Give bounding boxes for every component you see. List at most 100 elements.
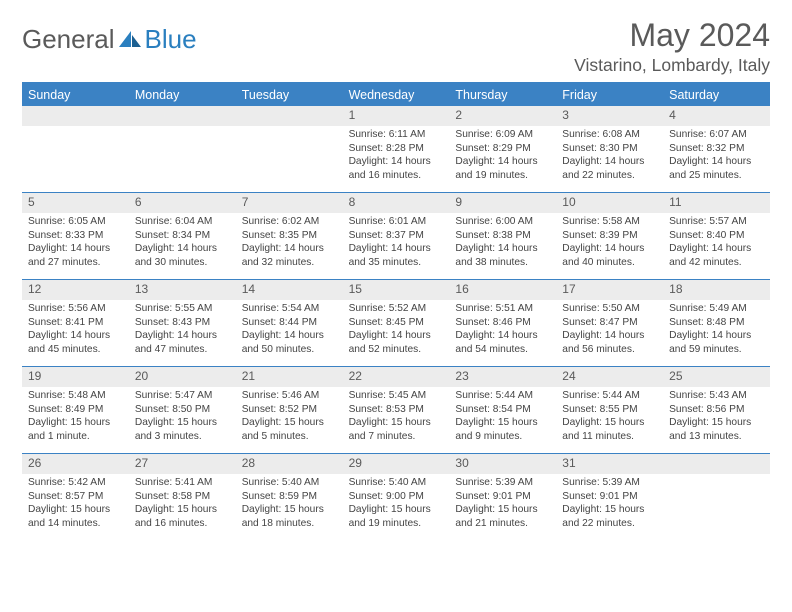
day-info: Sunrise: 5:55 AMSunset: 8:43 PMDaylight:… <box>129 300 236 361</box>
day-number <box>129 106 236 126</box>
day-info: Sunrise: 6:00 AMSunset: 8:38 PMDaylight:… <box>449 213 556 274</box>
sunset-text: Sunset: 8:40 PM <box>669 229 764 243</box>
sunset-text: Sunset: 8:46 PM <box>455 316 550 330</box>
calendar-week: 12Sunrise: 5:56 AMSunset: 8:41 PMDayligh… <box>22 279 770 366</box>
calendar-cell: 3Sunrise: 6:08 AMSunset: 8:30 PMDaylight… <box>556 106 663 192</box>
calendar-grid: 1Sunrise: 6:11 AMSunset: 8:28 PMDaylight… <box>22 106 770 540</box>
daylight-text: Daylight: 15 hours and 14 minutes. <box>28 503 123 531</box>
calendar-cell: 28 Sunrise: 5:40 AMSunset: 8:59 PMDayligh… <box>236 454 343 540</box>
daylight-text: Daylight: 15 hours and 22 minutes. <box>562 503 657 531</box>
sunrise-text: Sunrise: 6:11 AM <box>349 128 444 142</box>
calendar: SundayMondayTuesdayWednesdayThursdayFrid… <box>22 82 770 540</box>
day-info: Sunrise: 5:54 AMSunset: 8:44 PMDaylight:… <box>236 300 343 361</box>
daylight-text: Daylight: 15 hours and 18 minutes. <box>242 503 337 531</box>
day-header-row: SundayMondayTuesdayWednesdayThursdayFrid… <box>22 84 770 106</box>
calendar-cell: 9Sunrise: 6:00 AMSunset: 8:38 PMDaylight… <box>449 193 556 279</box>
sunset-text: Sunset: 8:56 PM <box>669 403 764 417</box>
sunset-text: Sunset: 8:32 PM <box>669 142 764 156</box>
calendar-cell: 30Sunrise: 5:39 AMSunset: 9:01 PMDayligh… <box>449 454 556 540</box>
sunrise-text: Sunrise: 5:50 AM <box>562 302 657 316</box>
calendar-cell <box>236 106 343 192</box>
day-info: Sunrise: 5:47 AMSunset: 8:50 PMDaylight:… <box>129 387 236 448</box>
day-number: 20 <box>129 367 236 387</box>
sunrise-text: Sunrise: 6:07 AM <box>669 128 764 142</box>
title-block: May 2024 Vistarino, Lombardy, Italy <box>574 18 770 76</box>
month-title: May 2024 <box>574 18 770 53</box>
brand-text-2: Blue <box>145 24 197 55</box>
calendar-cell: 25Sunrise: 5:43 AMSunset: 8:56 PMDayligh… <box>663 367 770 453</box>
day-number: 26 <box>22 454 129 474</box>
day-info: Sunrise: 5:49 AMSunset: 8:48 PMDaylight:… <box>663 300 770 361</box>
calendar-week: 26Sunrise: 5:42 AMSunset: 8:57 PMDayligh… <box>22 453 770 540</box>
sunset-text: Sunset: 8:59 PM <box>242 490 337 504</box>
sunset-text: Sunset: 8:45 PM <box>349 316 444 330</box>
calendar-cell: 11Sunrise: 5:57 AMSunset: 8:40 PMDayligh… <box>663 193 770 279</box>
sunset-text: Sunset: 8:33 PM <box>28 229 123 243</box>
sunrise-text: Sunrise: 5:40 AM <box>242 476 337 490</box>
day-info: Sunrise: 5:50 AMSunset: 8:47 PMDaylight:… <box>556 300 663 361</box>
sunrise-text: Sunrise: 5:54 AM <box>242 302 337 316</box>
daylight-text: Daylight: 15 hours and 16 minutes. <box>135 503 230 531</box>
day-number <box>236 106 343 126</box>
day-number: 15 <box>343 280 450 300</box>
sunset-text: Sunset: 9:01 PM <box>562 490 657 504</box>
daylight-text: Daylight: 14 hours and 25 minutes. <box>669 155 764 183</box>
sunrise-text: Sunrise: 5:57 AM <box>669 215 764 229</box>
sunrise-text: Sunrise: 5:58 AM <box>562 215 657 229</box>
sunrise-text: Sunrise: 5:48 AM <box>28 389 123 403</box>
day-info: Sunrise: 5:58 AMSunset: 8:39 PMDaylight:… <box>556 213 663 274</box>
daylight-text: Daylight: 14 hours and 35 minutes. <box>349 242 444 270</box>
day-number: 3 <box>556 106 663 126</box>
daylight-text: Daylight: 14 hours and 38 minutes. <box>455 242 550 270</box>
day-number: 27 <box>129 454 236 474</box>
day-info: Sunrise: 5:40 AMSunset: 9:00 PMDaylight:… <box>343 474 450 535</box>
day-info: Sunrise: 6:01 AMSunset: 8:37 PMDaylight:… <box>343 213 450 274</box>
day-number: 28 <box>236 454 343 474</box>
calendar-cell <box>129 106 236 192</box>
sunrise-text: Sunrise: 6:02 AM <box>242 215 337 229</box>
sunrise-text: Sunrise: 5:47 AM <box>135 389 230 403</box>
day-number: 31 <box>556 454 663 474</box>
sunset-text: Sunset: 8:34 PM <box>135 229 230 243</box>
calendar-cell: 20Sunrise: 5:47 AMSunset: 8:50 PMDayligh… <box>129 367 236 453</box>
calendar-cell: 7Sunrise: 6:02 AMSunset: 8:35 PMDaylight… <box>236 193 343 279</box>
calendar-cell: 24Sunrise: 5:44 AMSunset: 8:55 PMDayligh… <box>556 367 663 453</box>
day-number: 9 <box>449 193 556 213</box>
sunset-text: Sunset: 8:38 PM <box>455 229 550 243</box>
day-number: 29 <box>343 454 450 474</box>
daylight-text: Daylight: 15 hours and 21 minutes. <box>455 503 550 531</box>
day-number: 19 <box>22 367 129 387</box>
daylight-text: Daylight: 15 hours and 11 minutes. <box>562 416 657 444</box>
sunset-text: Sunset: 8:49 PM <box>28 403 123 417</box>
day-info: Sunrise: 6:11 AMSunset: 8:28 PMDaylight:… <box>343 126 450 187</box>
daylight-text: Daylight: 14 hours and 16 minutes. <box>349 155 444 183</box>
daylight-text: Daylight: 15 hours and 9 minutes. <box>455 416 550 444</box>
day-number: 12 <box>22 280 129 300</box>
sunset-text: Sunset: 8:54 PM <box>455 403 550 417</box>
sunset-text: Sunset: 8:43 PM <box>135 316 230 330</box>
day-info: Sunrise: 6:07 AMSunset: 8:32 PMDaylight:… <box>663 126 770 187</box>
calendar-cell: 1Sunrise: 6:11 AMSunset: 8:28 PMDaylight… <box>343 106 450 192</box>
daylight-text: Daylight: 14 hours and 45 minutes. <box>28 329 123 357</box>
calendar-cell: 17Sunrise: 5:50 AMSunset: 8:47 PMDayligh… <box>556 280 663 366</box>
calendar-cell: 5Sunrise: 6:05 AMSunset: 8:33 PMDaylight… <box>22 193 129 279</box>
sunrise-text: Sunrise: 5:43 AM <box>669 389 764 403</box>
calendar-cell: 19Sunrise: 5:48 AMSunset: 8:49 PMDayligh… <box>22 367 129 453</box>
day-info: Sunrise: 6:02 AMSunset: 8:35 PMDaylight:… <box>236 213 343 274</box>
day-header-cell: Sunday <box>22 84 129 106</box>
sunset-text: Sunset: 8:41 PM <box>28 316 123 330</box>
day-header-cell: Friday <box>556 84 663 106</box>
sunrise-text: Sunrise: 6:00 AM <box>455 215 550 229</box>
day-number: 30 <box>449 454 556 474</box>
day-info: Sunrise: 5:56 AMSunset: 8:41 PMDaylight:… <box>22 300 129 361</box>
sunset-text: Sunset: 8:50 PM <box>135 403 230 417</box>
sunset-text: Sunset: 8:39 PM <box>562 229 657 243</box>
sunrise-text: Sunrise: 5:52 AM <box>349 302 444 316</box>
day-number <box>22 106 129 126</box>
day-number <box>663 454 770 474</box>
daylight-text: Daylight: 15 hours and 3 minutes. <box>135 416 230 444</box>
calendar-cell <box>22 106 129 192</box>
daylight-text: Daylight: 14 hours and 30 minutes. <box>135 242 230 270</box>
daylight-text: Daylight: 14 hours and 22 minutes. <box>562 155 657 183</box>
sunrise-text: Sunrise: 6:01 AM <box>349 215 444 229</box>
